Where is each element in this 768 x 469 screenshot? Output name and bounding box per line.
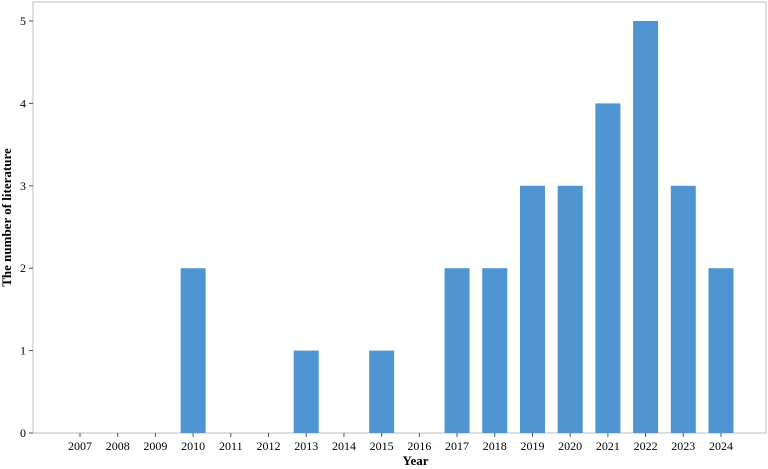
bars-group [180,21,734,434]
x-tick-label-2010: 2010 [181,439,205,453]
y-tick-label: 4 [20,96,26,110]
bar-2020 [557,185,583,433]
x-tick-label-2024: 2024 [709,439,733,453]
x-tick-label-2008: 2008 [106,439,130,453]
y-axis: 0 1 2 3 4 5 [20,14,33,440]
x-tick-label-2012: 2012 [257,439,281,453]
x-tick-label-2009: 2009 [143,439,167,453]
x-tick-label-2007: 2007 [68,439,92,453]
y-tick-label: 0 [20,426,26,440]
bar-2023 [670,185,696,433]
bar-2010 [180,268,206,433]
plot-frame [32,1,767,434]
y-tick-label: 5 [20,14,26,28]
bar-2022 [633,21,659,433]
x-tick-label-2016: 2016 [407,439,431,453]
x-axis: 2007 2008 2009 2010 2011 2012 2013 2014 2015 2016… [68,433,733,453]
x-tick-label-2018: 2018 [483,439,507,453]
bar-2013 [293,350,319,433]
x-tick-label-2022: 2022 [634,439,658,453]
bar-2017 [444,268,470,433]
x-tick-label-2020: 2020 [558,439,582,453]
x-tick-label-2019: 2019 [520,439,544,453]
x-tick-label-2014: 2014 [332,439,356,453]
y-tick-label: 3 [20,179,26,193]
y-tick-label: 2 [20,261,26,275]
x-tick-label-2015: 2015 [370,439,394,453]
x-tick-label-2017: 2017 [445,439,469,453]
x-tick-label-2021: 2021 [596,439,620,453]
bar-2018 [482,268,508,433]
bar-2015 [369,350,395,433]
x-tick-label-2011: 2011 [219,439,243,453]
bar-2019 [519,185,545,433]
x-axis-title: Year [403,453,429,468]
bar-2024 [708,268,734,433]
x-tick-label-2023: 2023 [671,439,695,453]
bar-2021 [595,103,621,434]
x-tick-label-2013: 2013 [294,439,318,453]
y-axis-title: The number of literature [0,148,14,287]
y-tick-label: 1 [20,344,26,358]
